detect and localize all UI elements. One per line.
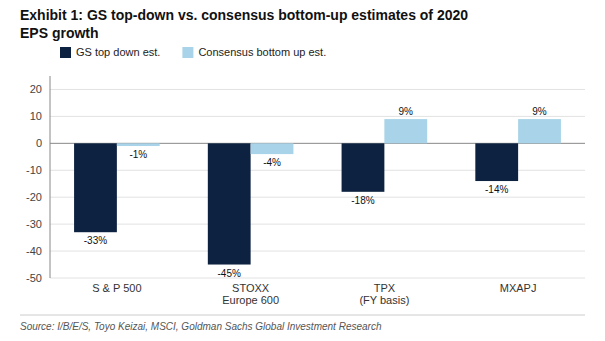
grid-line [50, 116, 585, 117]
data-labels: -33% -45% -18% -14% -1% -4% 9% 9% [84, 106, 547, 278]
y-tick-label: 10 [30, 110, 42, 122]
chart: Exhibit 1: GS top-down vs. consensus bot… [0, 0, 605, 341]
y-tick-label: -30 [26, 218, 42, 230]
data-label: 9% [399, 106, 414, 117]
legend-label: Consensus bottom up est. [198, 46, 326, 58]
y-tick-label: 20 [30, 83, 42, 95]
y-tick-label: -50 [26, 272, 42, 284]
bar [208, 143, 251, 264]
grid [50, 89, 585, 278]
title-line: EPS growth [20, 25, 99, 41]
x-tick-labels: S & P 500 STOXXEurope 600 TPX(FY basis) MXA… [92, 282, 536, 306]
bar [384, 119, 427, 143]
title: Exhibit 1: GS top-down vs. consensus bot… [20, 7, 468, 41]
data-label: -18% [351, 195, 374, 206]
data-label: -14% [485, 184, 508, 195]
bar [342, 143, 385, 191]
data-label: -1% [129, 149, 147, 160]
data-label: -4% [263, 157, 281, 168]
source-note: Source: I/B/E/S, Toyo Keizai, MSCI, Gold… [20, 321, 382, 332]
x-tick-label: MXAPJ [500, 282, 537, 294]
bar [251, 143, 294, 154]
bar [117, 143, 160, 146]
x-tick-label-line: (FY basis) [359, 294, 409, 306]
grid-line [50, 278, 585, 279]
x-tick-label: TPX(FY basis) [359, 282, 409, 306]
x-tick-label-line: TPX [374, 282, 396, 294]
grid-line [50, 251, 585, 252]
bar [475, 143, 518, 181]
x-tick-label-line: STOXX [232, 282, 270, 294]
grid-line [50, 197, 585, 198]
x-tick-label: STOXXEurope 600 [222, 282, 279, 306]
bar [74, 143, 117, 232]
legend-label: GS top down est. [76, 46, 160, 58]
legend-swatch [60, 47, 71, 58]
x-tick-label-line: S & P 500 [92, 282, 141, 294]
data-label: -45% [218, 268, 241, 279]
bars [74, 119, 561, 264]
data-label: 9% [532, 106, 547, 117]
grid-line [50, 224, 585, 225]
background [0, 0, 605, 341]
legend: GS top down est. Consensus bottom up est. [60, 46, 326, 58]
grid-line [50, 89, 585, 90]
legend-swatch [182, 47, 193, 58]
y-tick-label: 0 [36, 137, 42, 149]
y-tick-label: -10 [26, 164, 42, 176]
separator [20, 315, 585, 316]
x-tick-label: S & P 500 [92, 282, 141, 294]
x-tick-label-line: Europe 600 [222, 294, 279, 306]
y-axis-line [50, 76, 51, 278]
x-tick-label-line: MXAPJ [500, 282, 537, 294]
bar [518, 119, 561, 143]
data-label: -33% [84, 235, 107, 246]
title-line: Exhibit 1: GS top-down vs. consensus bot… [20, 7, 468, 23]
y-tick-label: -40 [26, 245, 42, 257]
y-tick-label: -20 [26, 191, 42, 203]
